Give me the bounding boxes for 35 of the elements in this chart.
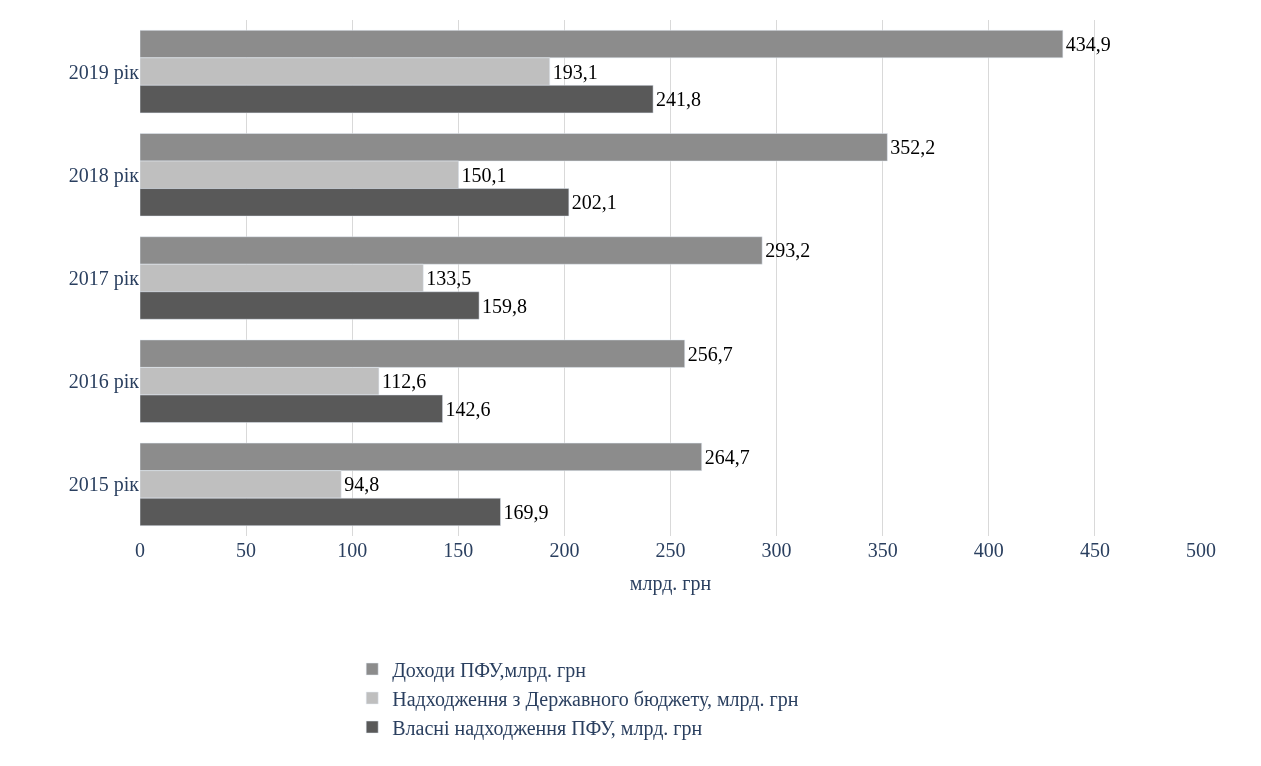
x-tick-label: 100 bbox=[337, 539, 368, 561]
y-tick-label: 2016 рік bbox=[68, 370, 140, 394]
data-label: 133,5 bbox=[426, 267, 472, 289]
data-label: 264,7 bbox=[704, 445, 750, 468]
data-label: 202,1 bbox=[571, 191, 617, 214]
y-tick-label: 2017 рік bbox=[68, 267, 140, 290]
x-tick-label: 0 bbox=[135, 539, 145, 561]
x-tick-label: 400 bbox=[973, 539, 1004, 561]
y-tick-label: 2019 рік bbox=[68, 60, 140, 84]
x-tick-label: 200 bbox=[549, 539, 580, 561]
x-tick-label: 350 bbox=[867, 539, 898, 561]
data-label: 241,8 bbox=[656, 88, 702, 111]
x-tick-label: 500 bbox=[1186, 539, 1216, 561]
data-label: 94,8 bbox=[344, 473, 380, 496]
data-label: 169,9 bbox=[503, 500, 549, 523]
x-tick-label: 50 bbox=[236, 539, 257, 561]
data-label: 193,1 bbox=[552, 60, 598, 83]
data-label: 159,8 bbox=[482, 294, 528, 317]
data-label: 434,9 bbox=[1065, 33, 1111, 56]
y-tick-label: 2015 рік bbox=[68, 473, 140, 497]
x-axis-title: млрд. грн bbox=[629, 571, 712, 595]
legend-label: Надходження з Державного бюджету, млрд. грн bbox=[392, 687, 799, 711]
data-label: 112,6 bbox=[381, 370, 427, 393]
data-label: 150,1 bbox=[461, 163, 507, 186]
x-tick-label: 300 bbox=[761, 539, 792, 561]
y-tick-label: 2018 рік bbox=[68, 163, 140, 187]
data-label: 142,6 bbox=[445, 397, 491, 420]
data-label: 256,7 bbox=[687, 342, 733, 365]
data-label: 352,2 bbox=[890, 136, 936, 159]
x-tick-label: 250 bbox=[655, 539, 686, 561]
data-label: 293,2 bbox=[765, 239, 811, 262]
legend-label: Власні надходження ПФУ, млрд. грн bbox=[392, 716, 703, 740]
x-tick-label: 150 bbox=[443, 539, 474, 561]
x-tick-label: 450 bbox=[1079, 539, 1110, 561]
legend-label: Доходи ПФУ,млрд. грн bbox=[392, 658, 587, 682]
